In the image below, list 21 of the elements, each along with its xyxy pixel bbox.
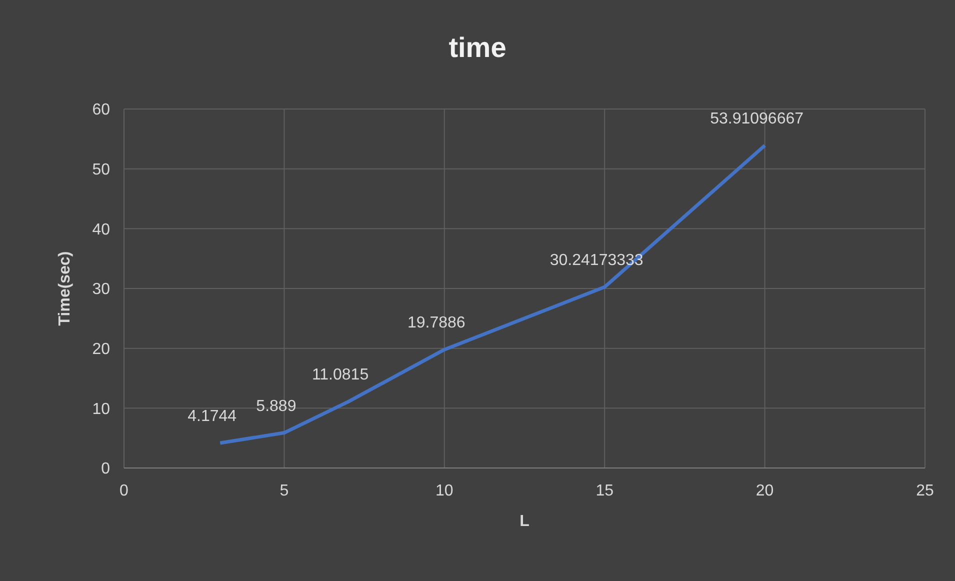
x-axis-title: L xyxy=(520,513,530,530)
data-label: 4.1744 xyxy=(188,408,237,426)
y-tick-label: 10 xyxy=(92,400,110,418)
x-tick-label: 20 xyxy=(756,482,774,500)
data-label: 19.7886 xyxy=(407,314,466,332)
data-label: 53.91096667 xyxy=(710,110,804,128)
chart-title: time xyxy=(448,32,508,64)
y-axis-title: Time(sec) xyxy=(56,251,74,326)
x-tick-label: 10 xyxy=(436,482,454,500)
data-label: 11.0815 xyxy=(312,366,369,384)
y-tick-label: 0 xyxy=(101,460,110,478)
x-tick-label: 25 xyxy=(916,482,934,500)
y-tick-label: 30 xyxy=(92,281,110,298)
x-tick-label: 15 xyxy=(596,482,614,500)
data-label: 5.889 xyxy=(256,398,296,415)
x-tick-label: 0 xyxy=(120,482,129,500)
x-tick-label: 5 xyxy=(280,482,289,500)
y-tick-label: 20 xyxy=(92,341,110,358)
y-tick-label: 50 xyxy=(92,162,110,179)
y-tick-label: 60 xyxy=(92,102,110,119)
y-tick-label: 40 xyxy=(92,221,110,238)
